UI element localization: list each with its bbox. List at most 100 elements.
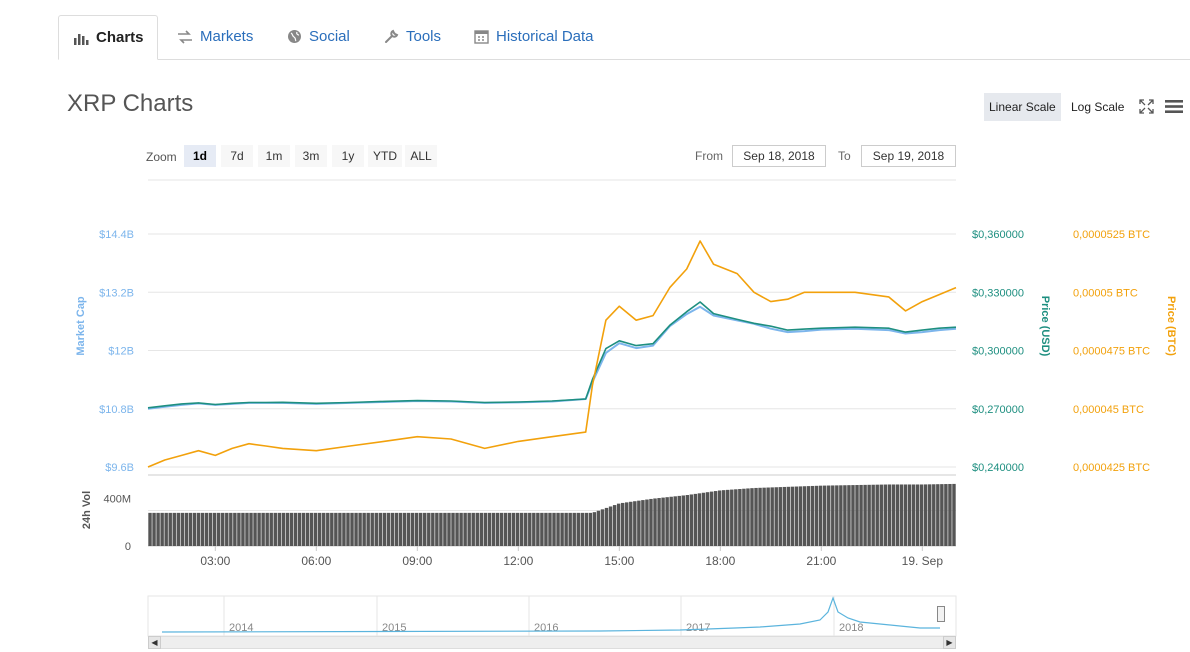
volume-bar <box>944 484 948 546</box>
volume-bar <box>665 497 669 546</box>
volume-bar <box>269 512 273 546</box>
volume-bar <box>802 486 807 546</box>
to-date-input[interactable] <box>861 145 956 167</box>
volume-bar <box>742 488 746 546</box>
volume-bar <box>903 484 908 546</box>
volume-bar <box>204 512 209 546</box>
volume-bar <box>544 512 548 546</box>
volume-bar <box>633 501 637 546</box>
market-cap-line <box>147 305 957 410</box>
volume-bar <box>293 512 298 546</box>
volume-bar <box>350 512 354 546</box>
volume-bar <box>374 512 378 546</box>
zoom-1m-button[interactable]: 1m <box>258 145 290 167</box>
volume-bar <box>487 512 492 546</box>
scroll-right-button[interactable]: ▶ <box>943 636 956 649</box>
tab-tools[interactable]: Tools <box>370 15 455 58</box>
from-date-input[interactable] <box>732 145 826 167</box>
volume-bar <box>701 492 706 546</box>
navigator-frame <box>147 595 957 637</box>
volume-bar <box>253 512 257 546</box>
volume-bar <box>717 490 722 546</box>
volume-bar <box>859 484 863 546</box>
volume-bar <box>806 486 811 546</box>
navigator-handle[interactable] <box>937 606 945 622</box>
from-label: From <box>695 149 723 163</box>
volume-bar <box>734 489 738 546</box>
volume-bar <box>867 484 871 546</box>
zoom-all-button[interactable]: ALL <box>405 145 437 167</box>
volume-bar <box>423 512 427 546</box>
tab-markets[interactable]: Markets <box>163 15 267 58</box>
zoom-1y-button[interactable]: 1y <box>332 145 364 167</box>
volume-bar <box>778 487 782 546</box>
volume-bar <box>406 512 411 546</box>
volume-bar <box>608 506 613 546</box>
zoom-7d-button[interactable]: 7d <box>221 145 253 167</box>
volume-bar <box>524 512 528 546</box>
volume-bar <box>301 512 306 546</box>
volume-bar <box>940 484 944 546</box>
volume-bar <box>156 512 160 546</box>
volume-bar <box>928 484 932 546</box>
price-usd-axis-label: Price (USD) <box>1039 296 1051 357</box>
x-tick-label: 15:00 <box>604 554 634 568</box>
volume-bar <box>418 512 423 546</box>
tab-social[interactable]: Social <box>273 15 364 58</box>
volume-bar <box>212 512 217 546</box>
volume-bar <box>317 512 322 546</box>
volume-bar <box>653 498 657 546</box>
fullscreen-icon[interactable] <box>1139 99 1154 119</box>
zoom-ytd-button[interactable]: YTD <box>368 145 402 167</box>
scroll-left-button[interactable]: ◀ <box>148 636 161 649</box>
volume-bar <box>713 491 718 546</box>
volume-bar <box>827 485 831 546</box>
volume-bar <box>326 512 330 546</box>
volume-bar <box>192 512 197 546</box>
price-btc-line <box>147 240 957 468</box>
volume-bar <box>188 512 193 546</box>
volume-bar <box>164 512 168 546</box>
volume-bar <box>249 512 253 546</box>
volume-bar <box>386 512 391 546</box>
navigator-year-label: 2015 <box>382 622 406 634</box>
volume-bar <box>447 512 451 546</box>
tab-label: Charts <box>96 29 144 46</box>
volume-bar <box>705 492 710 546</box>
volume-bar <box>822 485 827 546</box>
volume-bar <box>923 484 928 546</box>
volume-bar <box>564 512 568 546</box>
volume-bar <box>843 485 847 546</box>
volume-bar <box>649 498 653 546</box>
volume-bar <box>216 512 221 546</box>
menu-icon[interactable] <box>1165 99 1183 119</box>
volume-bar <box>439 512 443 546</box>
volume-bar <box>479 512 484 546</box>
volume-bar <box>208 512 213 546</box>
log-scale-button[interactable]: Log Scale <box>1071 100 1125 114</box>
volume-bar <box>576 512 580 546</box>
navigator-year-label: 2017 <box>686 622 710 634</box>
tab-label: Social <box>309 28 350 45</box>
volume-bar <box>697 493 702 546</box>
volume-bar <box>184 512 189 546</box>
volume-bar <box>491 512 496 546</box>
tab-historical-data[interactable]: Historical Data <box>460 15 608 58</box>
zoom-3m-button[interactable]: 3m <box>295 145 327 167</box>
volume-bar <box>612 505 617 546</box>
volume-bar <box>588 512 593 546</box>
navigator-year-label: 2014 <box>229 622 253 634</box>
linear-scale-button[interactable]: Linear Scale <box>984 93 1061 121</box>
price-usd-tick-label: $0,360000 <box>972 229 1024 241</box>
price-btc-axis-label: Price (BTC) <box>1165 296 1177 356</box>
volume-bar <box>285 512 290 546</box>
tab-charts[interactable]: Charts <box>58 15 158 60</box>
x-tick-label: 09:00 <box>402 554 432 568</box>
navigator-scrollbar[interactable] <box>148 636 956 649</box>
zoom-1d-button[interactable]: 1d <box>184 145 216 167</box>
globe-icon <box>287 29 302 44</box>
market-cap-tick-label: $10.8B <box>99 404 134 416</box>
volume-bar <box>637 500 641 546</box>
volume-bar <box>330 512 334 546</box>
wrench-icon <box>384 29 399 44</box>
